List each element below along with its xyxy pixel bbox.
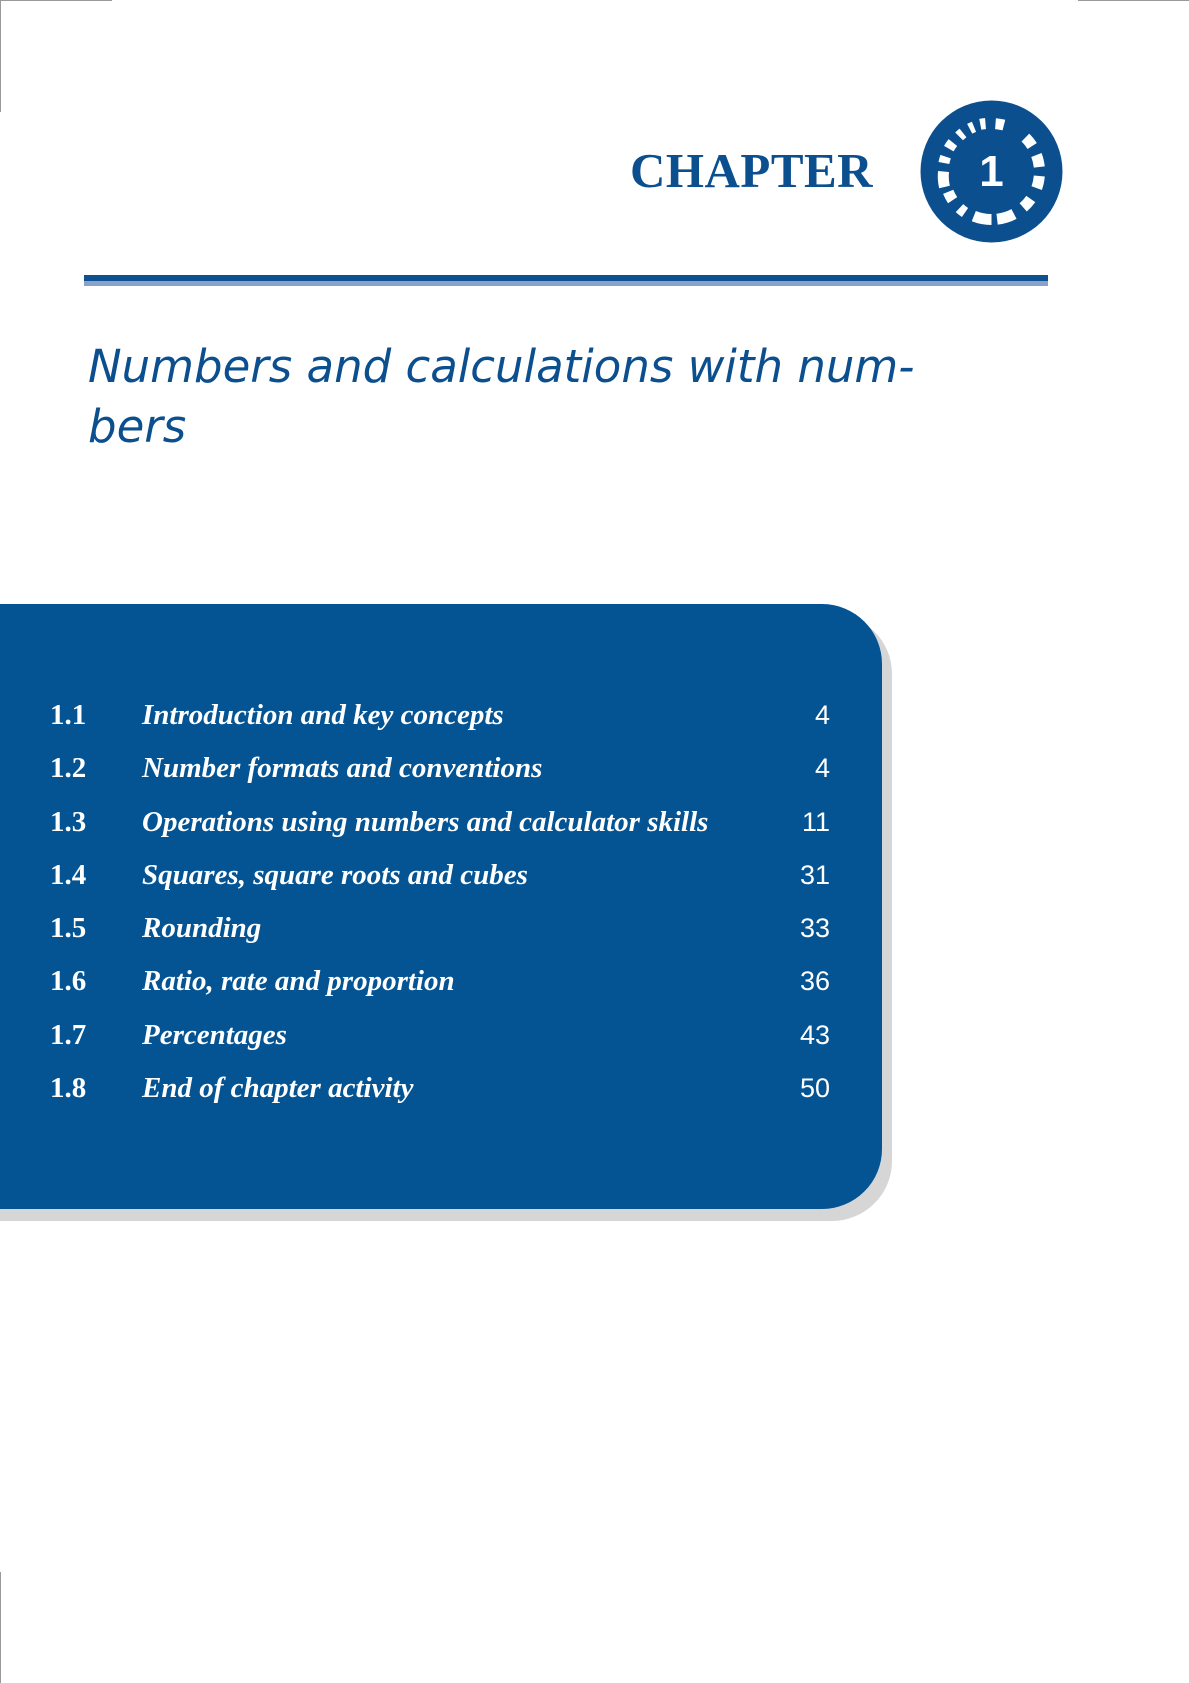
- contents-page-number: 31: [799, 859, 830, 890]
- chapter-label: CHAPTER: [630, 143, 874, 198]
- contents-page-number: 33: [799, 913, 830, 944]
- contents-section-number: 1.2: [50, 752, 87, 785]
- chapter-badge: 1: [919, 99, 1064, 244]
- contents-section-title: End of chapter activity: [142, 1072, 414, 1105]
- contents-panel: [0, 604, 882, 1209]
- contents-section-number: 1.1: [50, 699, 87, 731]
- contents-section-title: Operations using numbers and calculator …: [142, 805, 709, 838]
- contents-section-title: Squares, square roots and cubes: [142, 858, 528, 891]
- contents-row[interactable]: 1.4 Squares, square roots and cubes 31: [0, 852, 882, 905]
- contents-section-title: Percentages: [142, 1018, 287, 1051]
- contents-page-number: 50: [799, 1073, 830, 1104]
- contents-page-number: 4: [814, 753, 830, 784]
- contents-section-title: Rounding: [142, 912, 262, 945]
- contents-section-number: 1.8: [50, 1072, 87, 1105]
- contents-row[interactable]: 1.1 Introduction and key concepts 4: [0, 692, 882, 745]
- contents-section-title: Number formats and conventions: [142, 752, 543, 785]
- heading-rule-shadow: [84, 281, 1048, 286]
- crop-mark-top-left-horizontal: [0, 0, 112, 1]
- heading-rule: [84, 275, 1048, 281]
- contents-section-number: 1.6: [50, 965, 87, 998]
- crop-mark-top-right-horizontal: [1078, 0, 1189, 1]
- contents-page-number: 4: [814, 700, 830, 730]
- chapter-number-ring-icon: [920, 100, 1063, 243]
- contents-row[interactable]: 1.6 Ratio, rate and proportion 36: [0, 958, 882, 1011]
- contents-row[interactable]: 1.5 Rounding 33: [0, 905, 882, 958]
- contents-page-number: 36: [799, 966, 830, 997]
- contents-section-number: 1.3: [50, 805, 87, 838]
- crop-mark-bottom-left-vertical: [0, 1572, 1, 1683]
- crop-mark-top-left-vertical: [0, 0, 1, 112]
- contents-section-number: 1.5: [50, 912, 87, 945]
- contents-row[interactable]: 1.8 End of chapter activity 50: [0, 1065, 882, 1118]
- contents-section-number: 1.7: [50, 1018, 87, 1051]
- contents-row[interactable]: 1.7 Percentages 43: [0, 1012, 882, 1065]
- chapter-title-line-1: Numbers and calculations with num-: [88, 340, 915, 393]
- chapter-number: 1: [979, 147, 1004, 196]
- contents-list: 1.1 Introduction and key concepts 4 1.2 …: [0, 692, 882, 1118]
- contents-page-number: 43: [799, 1019, 830, 1050]
- chapter-title-line-2: bers: [88, 400, 187, 453]
- contents-row[interactable]: 1.3 Operations using numbers and calcula…: [0, 799, 882, 852]
- contents-section-title: Ratio, rate and proportion: [142, 965, 455, 998]
- contents-page-number: 11: [801, 806, 830, 837]
- chapter-title: Numbers and calculations with num- bers: [88, 337, 915, 457]
- contents-row[interactable]: 1.2 Number formats and conventions 4: [0, 745, 882, 798]
- contents-section-number: 1.4: [50, 858, 87, 891]
- contents-section-title: Introduction and key concepts: [142, 699, 504, 731]
